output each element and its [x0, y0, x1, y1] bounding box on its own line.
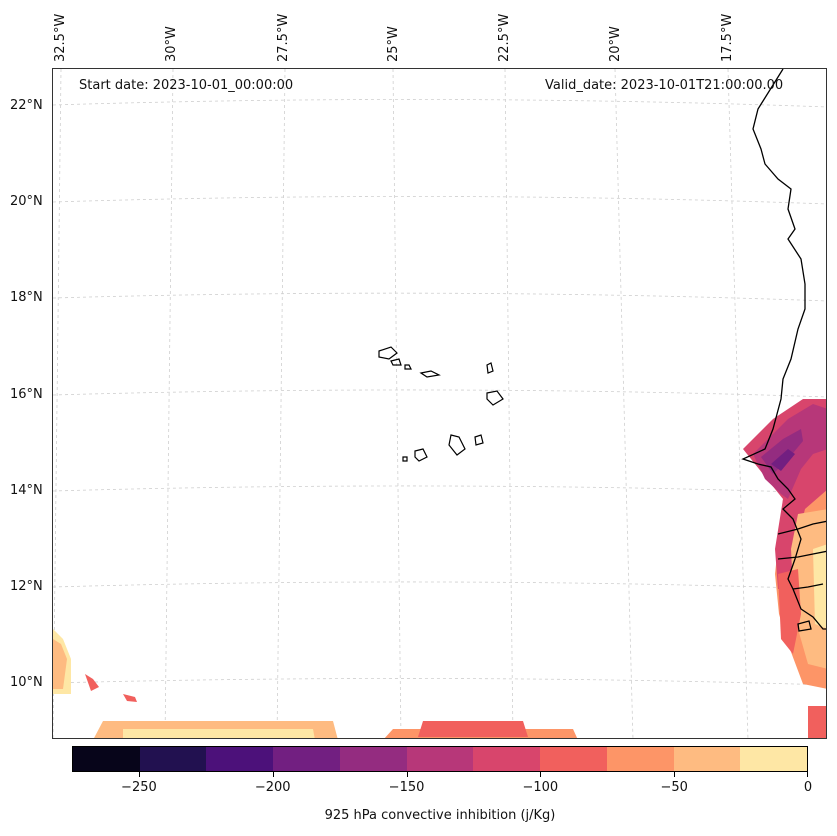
- parallel-18n: [53, 292, 826, 302]
- lat-label-22n: 22°N: [10, 98, 43, 113]
- bissagos-isle: [797, 620, 812, 632]
- guinea-border: [792, 583, 824, 590]
- cape-verde-islands: [378, 346, 504, 462]
- colorbar-tick-label: −200: [254, 780, 291, 795]
- meridian-22-5w: [504, 69, 514, 738]
- meridian-25w: [392, 69, 402, 738]
- colorbar-tick: [807, 772, 808, 777]
- island-santiago: [448, 434, 466, 456]
- colorbar-segment: [673, 747, 741, 771]
- cin-red-speck-2: [123, 694, 137, 702]
- graticule: [53, 69, 826, 738]
- colorbar-label: 925 hPa convective inhibition (j/Kg): [324, 808, 556, 823]
- lon-label-25w: 25°W: [386, 26, 401, 62]
- parallel-14n: [53, 485, 826, 494]
- cin-shading-south: [53, 629, 578, 738]
- cin-orange-left-edge: [53, 639, 67, 689]
- cin-band-pale-east: [813, 544, 826, 629]
- map-canvas[interactable]: [53, 69, 827, 739]
- lon-label-20w: 20°W: [608, 26, 623, 62]
- lat-label-12n: 12°N: [10, 579, 43, 594]
- colorbar-tick: [272, 772, 274, 777]
- valid-date-text: Valid_date: 2023-10-01T21:00:00.00: [545, 78, 784, 93]
- cin-shading-east: [743, 399, 826, 738]
- lon-label-30w: 30°W: [164, 26, 179, 62]
- meridian-32-5w: [53, 69, 62, 738]
- parallel-22n: [53, 99, 826, 108]
- lon-label-17-5w: 17.5°W: [720, 13, 735, 62]
- colorbar-segment: [740, 747, 808, 771]
- cin-bottom-strip-red: [418, 721, 528, 737]
- island-brava: [402, 456, 408, 462]
- colorbar-tick-label: −100: [522, 780, 559, 795]
- cin-band-dark-east: [771, 449, 795, 471]
- colorbar-segment: [73, 747, 140, 771]
- parallel-16n: [53, 389, 826, 398]
- colorbar-segment: [473, 747, 541, 771]
- colorbar: [72, 746, 808, 772]
- meridian-17-5w: [727, 69, 749, 738]
- coastlines: [741, 69, 826, 632]
- colorbar-segment: [273, 747, 340, 771]
- lon-label-32-5w: 32.5°W: [53, 13, 68, 62]
- colorbar-segment: [606, 747, 674, 771]
- island-santo-antao: [378, 346, 398, 360]
- colorbar-segment: [339, 747, 407, 771]
- parallel-10n: [53, 678, 826, 686]
- gambia-river: [777, 550, 826, 560]
- lat-label-16n: 16°N: [10, 387, 43, 402]
- colorbar-segment: [206, 747, 274, 771]
- cin-band-purple-east: [761, 429, 803, 474]
- colorbar-tick: [138, 772, 140, 777]
- colorbar-tick-label: −250: [121, 780, 157, 795]
- meridian-20w: [614, 69, 634, 738]
- lat-label-14n: 14°N: [10, 483, 43, 498]
- colorbar-segment: [406, 747, 474, 771]
- cin-band-bottom-right: [808, 706, 826, 738]
- start-date-text: Start date: 2023-10-01_00:00:00: [79, 78, 294, 93]
- island-sao-nicolau: [419, 370, 441, 378]
- colorbar-segment: [139, 747, 207, 771]
- map-frame[interactable]: [52, 68, 827, 739]
- colorbar-tick-label: −150: [388, 780, 425, 795]
- island-maio: [474, 434, 484, 446]
- lon-label-22-5w: 22.5°W: [497, 13, 512, 62]
- parallel-12n: [53, 581, 826, 590]
- colorbar-tick-label: 0: [803, 780, 813, 795]
- cin-red-speck-1: [85, 674, 99, 691]
- lat-label-18n: 18°N: [10, 290, 43, 305]
- cin-bottom-strip-pale: [123, 729, 315, 738]
- island-boa-vista: [486, 390, 504, 406]
- senegal-river: [777, 520, 826, 535]
- africa-coast: [741, 69, 826, 630]
- island-fogo: [414, 448, 428, 462]
- cin-band-red-east: [778, 569, 801, 654]
- parallel-20n: [53, 196, 826, 205]
- colorbar-tick: [674, 772, 676, 777]
- island-sal: [486, 362, 494, 374]
- colorbar-segment: [540, 747, 607, 771]
- island-santa-luzia: [404, 364, 412, 370]
- colorbar-tick: [406, 772, 408, 777]
- meridian-27-5w: [276, 69, 286, 738]
- colorbar-tick: [540, 772, 542, 777]
- lon-label-27-5w: 27.5°W: [276, 13, 291, 62]
- lat-label-10n: 10°N: [10, 675, 43, 690]
- island-sao-vicente: [390, 358, 402, 366]
- colorbar-tick-label: −50: [660, 780, 688, 795]
- lat-label-20n: 20°N: [10, 194, 43, 209]
- meridian-30w: [164, 69, 174, 738]
